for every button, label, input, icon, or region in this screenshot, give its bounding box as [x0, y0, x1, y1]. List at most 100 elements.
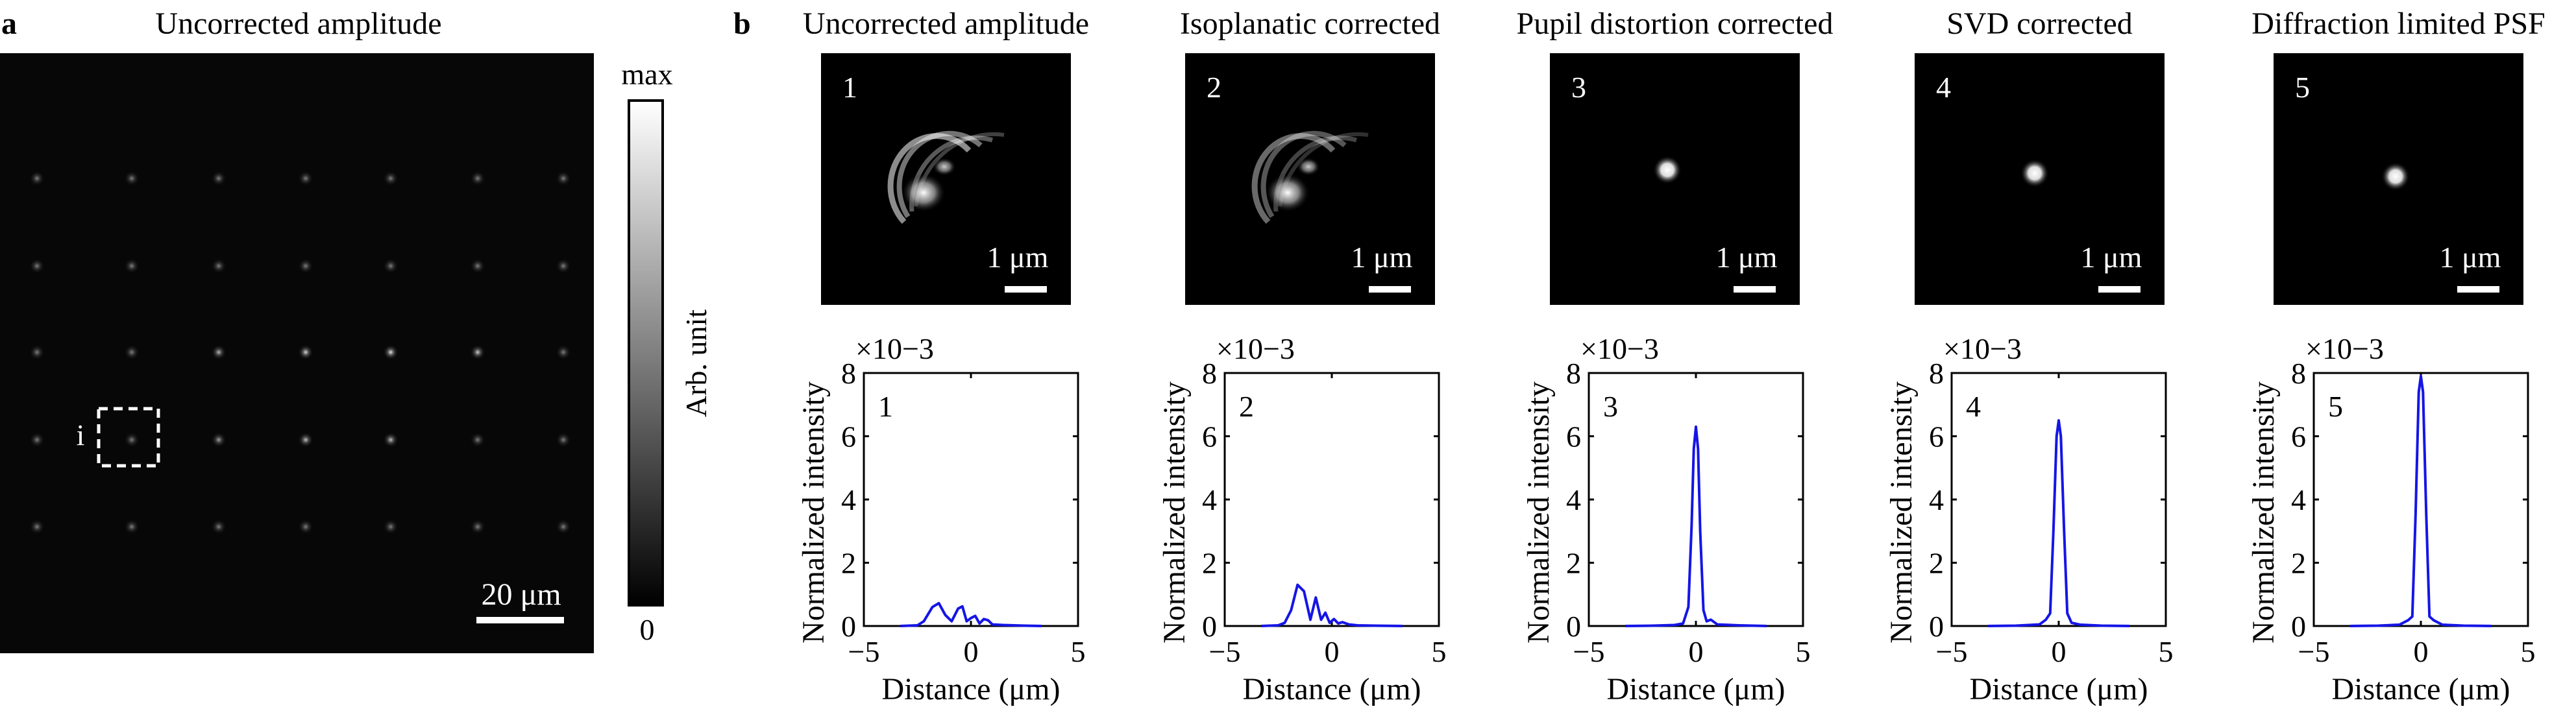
y-tick-label: 6: [2291, 420, 2306, 453]
x-tick-label: 0: [2414, 635, 2429, 668]
psf-image-index: 3: [1571, 71, 1586, 104]
psf-image-index: 4: [1936, 71, 1951, 104]
psf-spot: [29, 432, 45, 448]
psf-image-title: Pupil distortion corrected: [1517, 6, 1834, 41]
scale-bar-label: 1 μm: [1351, 241, 1413, 274]
psf-spot: [124, 432, 140, 448]
y-tick-label: 2: [841, 547, 856, 580]
psf-spot: [29, 171, 45, 186]
panel-a-letter: a: [1, 6, 17, 41]
scale-bar: [2098, 286, 2141, 293]
psf-spot: [383, 432, 399, 448]
y-axis-label: Normalized intensity: [1884, 381, 1919, 644]
x-tick-label: 5: [2521, 635, 2536, 668]
psf-ring: [887, 133, 972, 224]
scale-bar-label: 1 μm: [2440, 241, 2501, 274]
y-axis-label: Normalized intensity: [796, 381, 831, 644]
psf-spot: [556, 258, 571, 274]
y-scale-label: ×10−3: [1943, 332, 2022, 365]
psf-core: [2381, 162, 2410, 191]
psf-spot: [470, 432, 485, 448]
psf-spot: [383, 258, 399, 274]
intensity-profile-line: [1988, 419, 2129, 627]
scale-bar: [2457, 286, 2499, 293]
scale-bar: [1369, 286, 1411, 293]
psf-spot: [211, 519, 227, 535]
intensity-profile-line: [2350, 374, 2492, 627]
psf-spot: [211, 432, 227, 448]
psf-image-index: 5: [2295, 71, 2310, 104]
x-tick-label: 0: [2052, 635, 2067, 668]
y-axis-label: Normalized intensity: [2246, 381, 2281, 644]
intensity-profile-line: [900, 601, 1042, 627]
y-scale-label: ×10−3: [1580, 332, 1659, 365]
psf-image-panel-3: Pupil distortion corrected 3 1 μm: [1517, 6, 1834, 305]
x-tick-label: −5: [1209, 635, 1241, 668]
psf-spot: [470, 171, 485, 186]
x-axis-label: Distance (μm): [2332, 672, 2510, 706]
y-tick-label: 2: [1929, 547, 1944, 580]
plot-index: 1: [878, 390, 893, 423]
y-tick-label: 8: [1929, 357, 1944, 390]
roi-box: [97, 407, 160, 468]
psf-image-title: Uncorrected amplitude: [803, 6, 1089, 41]
y-tick-label: 4: [1566, 483, 1581, 516]
psf-image: [821, 53, 1071, 305]
colorbar-max-label: max: [621, 58, 672, 91]
y-tick-label: 4: [841, 483, 856, 516]
plot-frame: [1950, 372, 2167, 627]
x-tick-label: 5: [2159, 635, 2174, 668]
y-tick-label: 4: [1202, 483, 1217, 516]
psf-spot: [211, 258, 227, 274]
y-tick-label: 4: [2291, 483, 2306, 516]
y-tick-label: 0: [841, 610, 856, 643]
psf-spot: [383, 344, 399, 360]
y-axis-label: Normalized intensity: [1521, 381, 1556, 644]
roi-label: i: [77, 418, 85, 451]
y-tick-label: 6: [1929, 420, 1944, 453]
psf-image-title: Diffraction limited PSF: [2251, 6, 2545, 41]
y-tick-label: 0: [1202, 610, 1217, 643]
psf-image-panel-2: Isoplanatic corrected 2 1 μm: [1180, 6, 1440, 305]
y-tick-label: 4: [1929, 483, 1944, 516]
psf-core: [1266, 173, 1310, 212]
psf-core: [933, 158, 956, 176]
psf-spot: [124, 258, 140, 274]
psf-image: [1185, 53, 1435, 305]
y-tick-label: 6: [841, 420, 856, 453]
psf-spot: [29, 344, 45, 360]
x-tick-label: 5: [1071, 635, 1086, 668]
psf-spot: [470, 344, 485, 360]
x-tick-label: 0: [964, 635, 979, 668]
scale-bar: [1734, 286, 1776, 293]
plot-index: 2: [1239, 390, 1254, 423]
psf-core: [2020, 159, 2049, 187]
psf-spot: [298, 171, 313, 186]
psf-spot: [124, 519, 140, 535]
y-tick-label: 8: [1202, 357, 1217, 390]
scale-bar: [1005, 286, 1047, 293]
panel-a-title: Uncorrected amplitude: [155, 6, 441, 41]
psf-image-title: SVD corrected: [1946, 6, 2133, 41]
scale-bar-label: 1 μm: [987, 241, 1049, 274]
x-tick-label: −5: [848, 635, 880, 668]
x-tick-label: 5: [1796, 635, 1811, 668]
psf-image-panel-4: SVD corrected 4 1 μm: [1915, 6, 2165, 305]
x-tick-label: 5: [1432, 635, 1447, 668]
psf-spot: [556, 432, 571, 448]
psf-spot: [124, 344, 140, 360]
intensity-profile-line: [1625, 425, 1767, 627]
plot-frame: [863, 372, 1079, 627]
intensity-profile-line: [1261, 583, 1403, 627]
psf-spot: [556, 519, 571, 535]
psf-spot: [556, 344, 571, 360]
x-axis-label: Distance (μm): [1607, 672, 1785, 706]
psf-image-panel-5: Diffraction limited PSF 5 1 μm: [2251, 6, 2545, 305]
x-tick-label: 0: [1325, 635, 1340, 668]
psf-spot: [298, 344, 313, 360]
y-tick-label: 6: [1566, 420, 1581, 453]
psf-spot: [298, 258, 313, 274]
